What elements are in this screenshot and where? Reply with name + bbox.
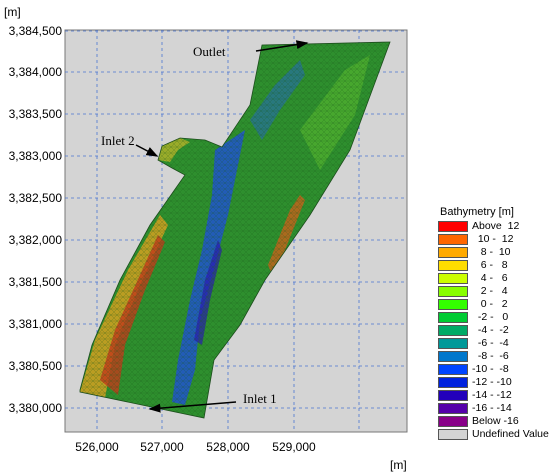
legend-swatch xyxy=(438,259,468,271)
legend-item: 8 - 10 xyxy=(438,246,548,258)
legend-label: -2 - 0 xyxy=(472,311,509,323)
legend-label: 0 - 2 xyxy=(472,298,508,310)
annotations: Outlet Inlet 2 Inlet 1 xyxy=(101,40,309,413)
y-tick-label: 3,380,000 xyxy=(9,401,63,415)
outlet-label: Outlet xyxy=(193,44,226,59)
x-axis-unit: [m] xyxy=(390,458,407,472)
legend-item: -14 - -12 xyxy=(438,389,548,401)
x-tick-label: 528,000 xyxy=(206,440,250,454)
y-tick-label: 3,382,000 xyxy=(9,233,63,247)
legend-swatch xyxy=(438,389,468,401)
legend-swatch xyxy=(438,350,468,362)
legend-swatch xyxy=(438,233,468,245)
legend-item: Below -16 xyxy=(438,415,548,427)
legend-swatch xyxy=(438,324,468,336)
legend-item: 2 - 4 xyxy=(438,285,548,297)
inlet2-arrow xyxy=(135,144,159,157)
legend-swatch xyxy=(438,402,468,414)
legend-swatch xyxy=(438,311,468,323)
y-tick-label: 3,380,500 xyxy=(9,359,63,373)
legend-label: -6 - -4 xyxy=(472,337,509,349)
legend-swatch xyxy=(438,298,468,310)
y-tick-label: 3,381,000 xyxy=(9,317,63,331)
legend-item: Above 12 xyxy=(438,220,548,232)
legend-label: 8 - 10 xyxy=(472,246,511,258)
legend-label: Above 12 xyxy=(472,220,520,232)
legend-item: 0 - 2 xyxy=(438,298,548,310)
legend-swatch xyxy=(438,285,468,297)
legend-item: 4 - 6 xyxy=(438,272,548,284)
y-tick-label: 3,381,500 xyxy=(9,275,63,289)
legend-item: Undefined Value xyxy=(438,428,549,440)
legend-swatch xyxy=(438,272,468,284)
y-tick-label: 3,383,000 xyxy=(9,149,63,163)
y-tick-label: 3,384,000 xyxy=(9,65,63,79)
legend-label: -4 - -2 xyxy=(472,324,509,336)
legend-swatch xyxy=(438,428,468,440)
legend-item: -2 - 0 xyxy=(438,311,548,323)
x-tick-label: 527,000 xyxy=(140,440,184,454)
legend-label: -16 - -14 xyxy=(472,402,512,414)
legend-item: 10 - 12 xyxy=(438,233,548,245)
legend-swatch xyxy=(438,415,468,427)
inlet1-arrow xyxy=(148,401,237,413)
y-tick-label: 3,382,500 xyxy=(9,191,63,205)
legend-item: 6 - 8 xyxy=(438,259,548,271)
legend-title: Bathymetry [m] xyxy=(440,206,514,218)
river-domain-outline xyxy=(79,41,391,419)
inlet2-label: Inlet 2 xyxy=(101,133,135,148)
legend-label: 4 - 6 xyxy=(472,272,508,284)
legend-label: 10 - 12 xyxy=(472,233,514,245)
inlet1-label: Inlet 1 xyxy=(243,391,277,406)
legend-item: -12 - -10 xyxy=(438,376,548,388)
y-tick-labels: 3,384,500 3,384,000 3,383,500 3,383,000 … xyxy=(9,24,63,415)
legend-rows: Above 12 10 - 12 8 - 10 6 - 8 4 - 6 2 - … xyxy=(438,220,549,440)
legend-label: -12 - -10 xyxy=(472,376,512,388)
legend-label: 2 - 4 xyxy=(472,285,508,297)
legend: Bathymetry [m] Above 12 10 - 12 8 - 10 6… xyxy=(438,206,549,441)
legend-label: Below -16 xyxy=(472,415,519,427)
legend-swatch xyxy=(438,363,468,375)
x-tick-label: 529,000 xyxy=(272,440,316,454)
legend-label: -8 - -6 xyxy=(472,350,509,362)
legend-item: -6 - -4 xyxy=(438,337,548,349)
outlet-arrow xyxy=(255,40,309,52)
legend-item: -8 - -6 xyxy=(438,350,548,362)
x-tick-labels: 526,000 527,000 528,000 529,000 xyxy=(75,440,316,454)
legend-swatch xyxy=(438,246,468,258)
legend-label: Undefined Value xyxy=(472,428,549,440)
y-tick-label: 3,384,500 xyxy=(9,24,63,38)
x-tick-label: 526,000 xyxy=(75,440,119,454)
legend-label: 6 - 8 xyxy=(472,259,508,271)
legend-item: -4 - -2 xyxy=(438,324,548,336)
legend-label: -10 - -8 xyxy=(472,363,509,375)
y-axis-unit: [m] xyxy=(4,5,21,19)
legend-label: -14 - -12 xyxy=(472,389,512,401)
y-tick-label: 3,383,500 xyxy=(9,107,63,121)
legend-item: -16 - -14 xyxy=(438,402,548,414)
legend-item: -10 - -8 xyxy=(438,363,548,375)
legend-swatch xyxy=(438,337,468,349)
legend-swatch xyxy=(438,220,468,232)
legend-swatch xyxy=(438,376,468,388)
